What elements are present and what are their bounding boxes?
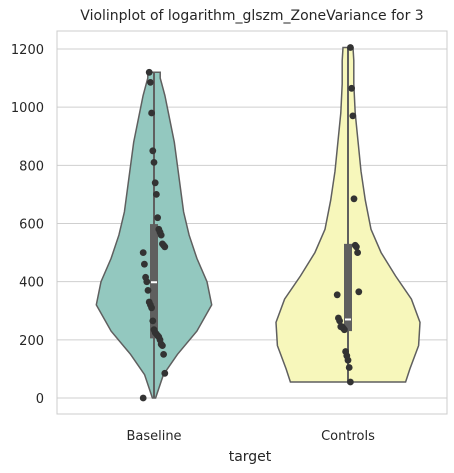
y-tick-label: 800 <box>19 159 44 174</box>
data-point <box>342 348 349 355</box>
x-axis-ticks: Baseline Controls <box>126 429 375 444</box>
data-point <box>355 288 363 296</box>
y-tick-label: 1200 <box>11 43 44 58</box>
data-point <box>160 351 168 358</box>
x-tick-label: Baseline <box>126 429 181 444</box>
strip-points <box>139 44 363 402</box>
data-point <box>150 326 158 334</box>
data-point <box>145 68 153 76</box>
data-point <box>155 225 163 233</box>
data-point <box>142 273 150 281</box>
data-point <box>351 241 359 249</box>
y-tick-label: 200 <box>19 334 44 349</box>
data-point <box>148 109 156 117</box>
data-point <box>145 298 153 306</box>
data-point <box>153 191 160 198</box>
y-tick-label: 1000 <box>11 101 44 116</box>
data-point <box>333 291 341 299</box>
violins <box>95 46 421 399</box>
data-point <box>348 84 355 92</box>
iqr-box-baseline <box>150 224 158 339</box>
data-point <box>154 214 162 222</box>
data-point <box>354 249 361 256</box>
data-point <box>149 147 157 155</box>
data-point <box>150 159 158 166</box>
data-point <box>141 260 148 268</box>
data-point <box>347 378 354 386</box>
y-axis-ticks: 0 200 400 600 800 1000 1200 <box>11 43 44 407</box>
y-tick-label: 600 <box>19 218 44 233</box>
data-point <box>337 323 345 331</box>
data-point <box>139 394 147 402</box>
data-point <box>350 195 358 203</box>
data-point <box>147 79 154 86</box>
data-point <box>139 249 147 256</box>
x-tick-label: Controls <box>321 429 375 444</box>
data-point <box>347 44 354 51</box>
iqr-box-controls <box>344 243 352 332</box>
data-point <box>161 369 169 377</box>
y-tick-label: 0 <box>36 392 44 407</box>
data-point <box>335 314 342 322</box>
chart-title: Violinplot of logarithm_glszm_ZoneVarian… <box>80 8 423 24</box>
x-axis-label: target <box>229 449 272 465</box>
data-point <box>159 240 166 248</box>
plot-frame <box>56 30 448 415</box>
y-tick-label: 400 <box>19 276 44 291</box>
data-point <box>349 112 357 120</box>
data-point <box>149 317 157 325</box>
data-point <box>345 364 353 371</box>
data-point <box>151 179 159 187</box>
data-point <box>144 287 152 294</box>
